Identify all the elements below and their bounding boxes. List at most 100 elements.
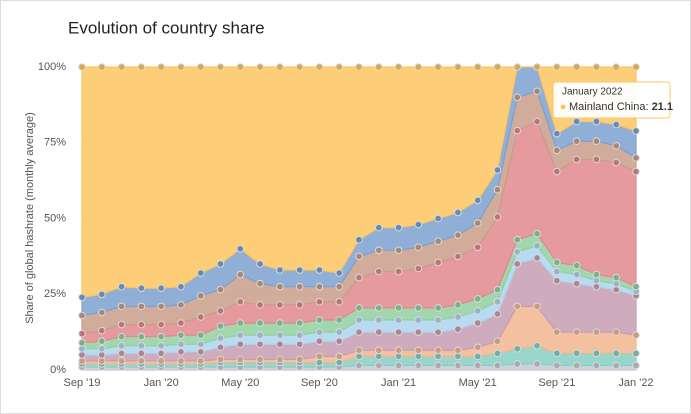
y-axis-label: Share of global hashrate (monthly averag… bbox=[24, 112, 36, 324]
point bbox=[394, 63, 403, 71]
point bbox=[434, 346, 442, 355]
point bbox=[513, 344, 522, 353]
point bbox=[612, 273, 621, 282]
point bbox=[454, 361, 462, 370]
point bbox=[394, 361, 403, 370]
point bbox=[394, 316, 403, 324]
x-tick-label: Jan '20 bbox=[144, 377, 179, 389]
point bbox=[117, 282, 126, 291]
point bbox=[355, 63, 363, 71]
point bbox=[374, 346, 383, 355]
point bbox=[177, 282, 185, 291]
point bbox=[315, 316, 324, 324]
point bbox=[434, 328, 442, 336]
point bbox=[137, 357, 146, 365]
point bbox=[137, 320, 146, 329]
point bbox=[216, 285, 225, 294]
point bbox=[414, 63, 423, 71]
point bbox=[355, 304, 363, 312]
point bbox=[117, 349, 126, 358]
point bbox=[78, 311, 86, 320]
x-tick-label: Sep '21 bbox=[538, 377, 575, 389]
point bbox=[493, 310, 502, 318]
y-tick-label: 25% bbox=[44, 288, 66, 300]
point bbox=[276, 331, 284, 339]
point bbox=[533, 229, 541, 238]
tooltip-value: 21.1 bbox=[652, 101, 673, 113]
point bbox=[513, 126, 522, 135]
point bbox=[572, 270, 581, 279]
point bbox=[196, 269, 205, 277]
x-tick-label: Sep '19 bbox=[64, 377, 101, 389]
point bbox=[315, 328, 324, 336]
point bbox=[473, 196, 482, 205]
point bbox=[533, 254, 541, 262]
point bbox=[355, 346, 363, 355]
point bbox=[553, 276, 561, 285]
tooltip-text: Mainland China: 21.1 bbox=[569, 101, 673, 113]
point bbox=[592, 155, 601, 164]
point bbox=[256, 355, 264, 364]
point bbox=[553, 167, 561, 176]
x-tick-label: Jan '21 bbox=[381, 377, 416, 389]
point bbox=[374, 63, 383, 71]
point bbox=[394, 246, 403, 255]
point bbox=[572, 261, 581, 270]
point bbox=[454, 231, 462, 239]
point bbox=[592, 270, 601, 279]
point bbox=[493, 337, 502, 346]
point bbox=[117, 302, 126, 311]
point bbox=[256, 331, 264, 339]
point bbox=[414, 220, 423, 229]
point bbox=[335, 282, 344, 291]
point bbox=[315, 352, 324, 361]
point bbox=[374, 223, 383, 232]
x-tick-label: Jan '22 bbox=[618, 377, 653, 389]
point bbox=[572, 117, 581, 126]
point bbox=[117, 332, 126, 341]
point bbox=[434, 214, 442, 223]
point bbox=[335, 63, 344, 71]
point bbox=[414, 328, 423, 336]
point bbox=[355, 361, 363, 370]
point bbox=[216, 334, 225, 342]
point bbox=[177, 340, 185, 349]
y-tick-label: 50% bbox=[44, 212, 66, 224]
point bbox=[374, 316, 383, 324]
point bbox=[572, 155, 581, 164]
point bbox=[434, 258, 442, 267]
point bbox=[592, 137, 601, 146]
point bbox=[473, 352, 482, 361]
point bbox=[533, 117, 541, 126]
point bbox=[236, 298, 245, 306]
point bbox=[117, 320, 126, 329]
point bbox=[157, 63, 165, 71]
point bbox=[612, 63, 621, 71]
point bbox=[256, 63, 264, 71]
point bbox=[533, 360, 541, 368]
point bbox=[553, 146, 561, 155]
point bbox=[374, 267, 383, 276]
point bbox=[177, 348, 185, 356]
point bbox=[157, 349, 165, 358]
tooltip-marker bbox=[560, 104, 566, 110]
point bbox=[553, 267, 561, 276]
point bbox=[295, 282, 304, 291]
point bbox=[513, 248, 522, 256]
tooltip-series-name: Mainland China bbox=[569, 101, 646, 113]
point bbox=[612, 141, 621, 150]
point bbox=[592, 63, 601, 71]
point bbox=[493, 185, 502, 194]
point bbox=[553, 258, 561, 267]
tooltip-separator: : bbox=[645, 101, 651, 113]
point bbox=[592, 328, 601, 336]
point bbox=[335, 316, 344, 324]
point bbox=[335, 337, 344, 346]
point bbox=[454, 252, 462, 261]
point bbox=[473, 361, 482, 370]
point bbox=[196, 291, 205, 300]
point bbox=[335, 352, 344, 361]
point bbox=[276, 340, 284, 349]
point bbox=[236, 355, 245, 364]
point bbox=[236, 331, 245, 339]
